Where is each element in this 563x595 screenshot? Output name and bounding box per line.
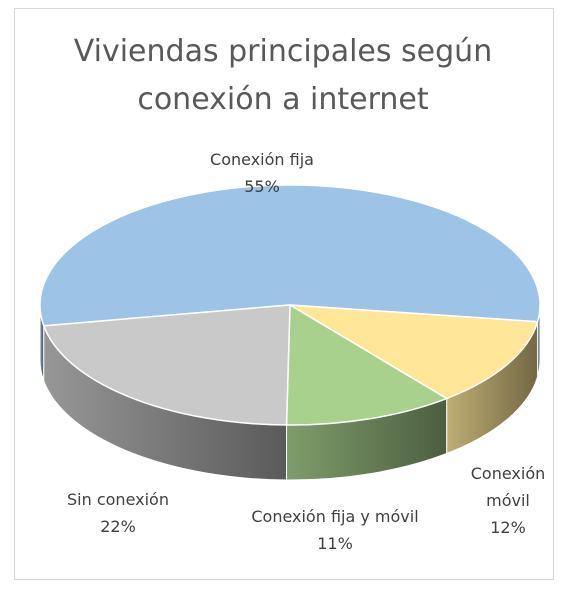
data-label: Conexión móvil 12% (463, 460, 553, 541)
value-label: 11% (317, 534, 353, 553)
chart-title: Viviendas principales según conexión a i… (73, 34, 493, 117)
data-label: Conexión fija y móvil 11% (251, 503, 418, 557)
value-label: 12% (490, 518, 526, 537)
slice (285, 303, 449, 426)
value-label: 22% (100, 517, 136, 536)
data-label: Conexión fija 55% (210, 146, 314, 200)
data-label: Sin conexión 22% (67, 486, 169, 540)
category-label: Conexión móvil (470, 464, 546, 510)
slice (39, 184, 541, 327)
value-label: 55% (244, 177, 280, 196)
category-label: Conexión fija (210, 150, 314, 169)
slice (289, 304, 539, 400)
slice (42, 304, 291, 426)
chart-frame (14, 8, 554, 580)
category-label: Sin conexión (67, 490, 169, 509)
category-label: Conexión fija y móvil (251, 507, 419, 526)
